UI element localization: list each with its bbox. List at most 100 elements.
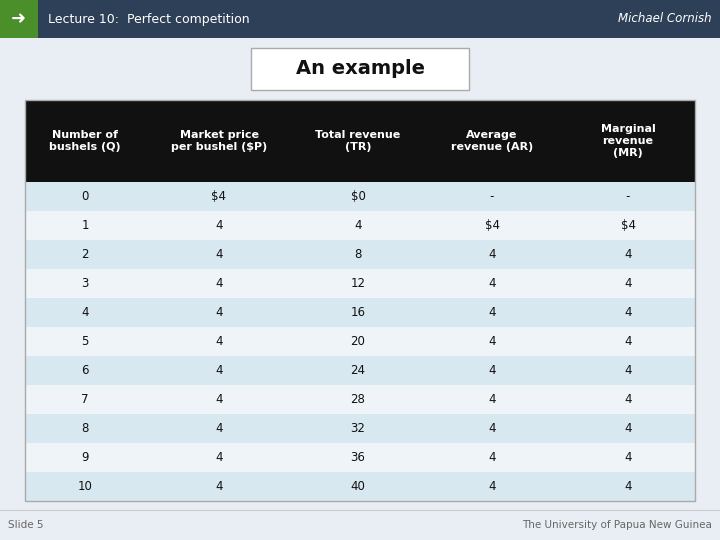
Bar	[561, 385, 695, 414]
Bar	[293, 414, 423, 443]
Text: 4: 4	[215, 422, 222, 435]
Bar	[251, 48, 469, 90]
Text: Slide 5: Slide 5	[8, 520, 43, 530]
Text: -: -	[490, 190, 494, 203]
Bar	[561, 211, 695, 240]
Text: 24: 24	[351, 364, 366, 377]
Bar	[561, 472, 695, 501]
Text: ➜: ➜	[12, 10, 27, 28]
Bar	[423, 356, 561, 385]
Bar	[145, 443, 293, 472]
Bar	[561, 298, 695, 327]
Text: 4: 4	[215, 335, 222, 348]
Bar	[293, 472, 423, 501]
Bar	[561, 269, 695, 298]
Bar	[293, 211, 423, 240]
Bar	[145, 240, 293, 269]
Bar	[293, 356, 423, 385]
Text: 4: 4	[624, 480, 631, 493]
Text: 4: 4	[488, 335, 496, 348]
Text: 4: 4	[215, 364, 222, 377]
Bar	[423, 414, 561, 443]
Text: 4: 4	[215, 306, 222, 319]
Bar	[561, 327, 695, 356]
Text: 12: 12	[351, 277, 366, 290]
Text: 36: 36	[351, 451, 366, 464]
Bar	[293, 298, 423, 327]
Text: 8: 8	[81, 422, 89, 435]
Text: Total revenue
(TR): Total revenue (TR)	[315, 130, 400, 152]
Bar	[25, 414, 145, 443]
Bar	[25, 211, 145, 240]
Bar	[0, 0, 720, 38]
Bar	[423, 327, 561, 356]
Text: 3: 3	[81, 277, 89, 290]
Text: 4: 4	[215, 451, 222, 464]
Text: Marginal
revenue
(MR): Marginal revenue (MR)	[600, 124, 655, 158]
Bar	[145, 414, 293, 443]
Bar	[423, 240, 561, 269]
Text: 5: 5	[81, 335, 89, 348]
Text: 4: 4	[624, 277, 631, 290]
Bar	[25, 385, 145, 414]
Bar	[561, 356, 695, 385]
Text: 4: 4	[488, 277, 496, 290]
Bar	[561, 414, 695, 443]
Text: 4: 4	[488, 306, 496, 319]
Text: Number of
bushels (Q): Number of bushels (Q)	[49, 130, 121, 152]
Text: 28: 28	[351, 393, 366, 406]
Text: 1: 1	[81, 219, 89, 232]
Text: 2: 2	[81, 248, 89, 261]
Text: 4: 4	[488, 248, 496, 261]
Text: 4: 4	[488, 364, 496, 377]
Bar	[145, 182, 293, 211]
Bar	[293, 100, 423, 182]
Text: $4: $4	[485, 219, 500, 232]
Text: 4: 4	[354, 219, 361, 232]
Text: 7: 7	[81, 393, 89, 406]
Text: -: -	[626, 190, 630, 203]
Bar	[25, 298, 145, 327]
Bar	[25, 443, 145, 472]
Text: Average
revenue (AR): Average revenue (AR)	[451, 130, 533, 152]
Bar	[293, 443, 423, 472]
Bar	[423, 211, 561, 240]
Text: Michael Cornish: Michael Cornish	[618, 12, 712, 25]
Bar	[25, 100, 695, 501]
Text: 4: 4	[488, 393, 496, 406]
Bar	[25, 182, 145, 211]
Bar	[25, 240, 145, 269]
Bar	[423, 443, 561, 472]
Bar	[423, 472, 561, 501]
Bar	[25, 327, 145, 356]
Bar	[0, 510, 720, 540]
Text: 4: 4	[488, 422, 496, 435]
Text: 4: 4	[215, 393, 222, 406]
Text: 16: 16	[351, 306, 366, 319]
Bar	[293, 327, 423, 356]
Text: 8: 8	[354, 248, 361, 261]
Bar	[423, 100, 561, 182]
Bar	[0, 38, 720, 510]
Bar	[25, 100, 145, 182]
Text: $0: $0	[351, 190, 366, 203]
Text: 4: 4	[215, 248, 222, 261]
Bar	[25, 269, 145, 298]
Text: $4: $4	[621, 219, 636, 232]
Bar	[423, 269, 561, 298]
Text: The University of Papua New Guinea: The University of Papua New Guinea	[522, 520, 712, 530]
Bar	[25, 356, 145, 385]
Text: 4: 4	[488, 480, 496, 493]
Bar	[145, 356, 293, 385]
Bar	[293, 182, 423, 211]
Text: 4: 4	[488, 451, 496, 464]
Text: Market price
per bushel ($P): Market price per bushel ($P)	[171, 130, 267, 152]
Text: 4: 4	[624, 248, 631, 261]
Bar	[145, 211, 293, 240]
Text: 0: 0	[81, 190, 89, 203]
Bar	[423, 182, 561, 211]
Bar	[561, 100, 695, 182]
Bar	[293, 385, 423, 414]
Bar	[145, 472, 293, 501]
Text: 4: 4	[81, 306, 89, 319]
